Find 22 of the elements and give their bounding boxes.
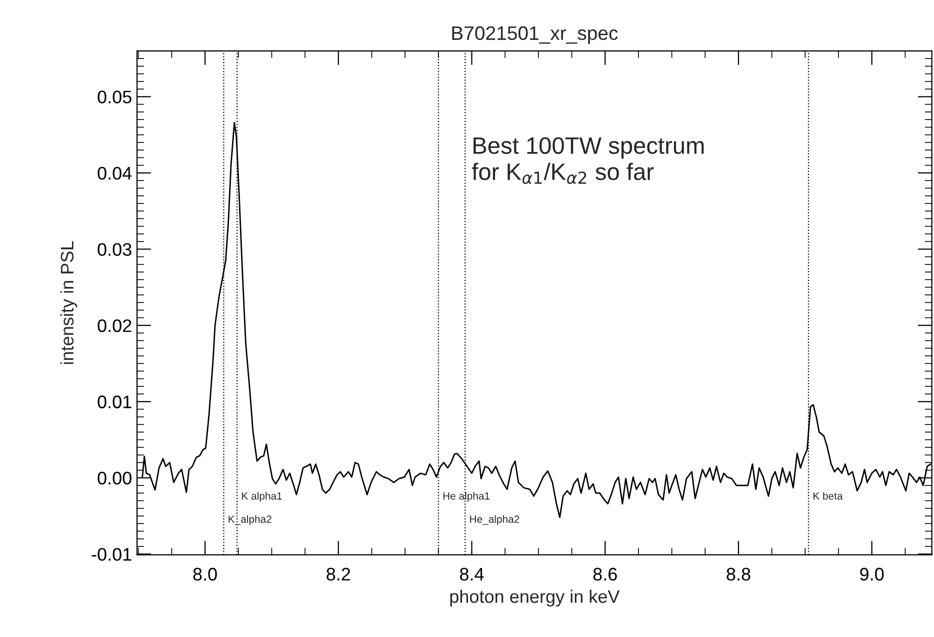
annotation: Best 100TW spectrum for K$_{α1}$/K$_{α2}$ so far xyxy=(472,137,704,184)
x-axis-title: photon energy in keV xyxy=(450,590,620,607)
y-tick-label: 0.00 xyxy=(98,472,132,485)
x-tick-label: 8.8 xyxy=(726,568,750,581)
x-tick-label: 9.0 xyxy=(860,568,884,581)
x-tick-label: 8.6 xyxy=(593,568,617,581)
ref-line-label: He alpha1 xyxy=(443,492,490,502)
ref-line-label: K_alpha2 xyxy=(228,515,272,525)
y-tick-label: 0.01 xyxy=(98,396,132,408)
x-tick-label: 8.0 xyxy=(193,568,217,581)
y-tick-label: 0.04 xyxy=(98,166,132,180)
y-tick-label: 0.02 xyxy=(98,319,132,332)
ref-line-label: K beta xyxy=(814,492,843,500)
x-tick-label: 8.2 xyxy=(326,568,350,581)
chart-title: B7021501_xr_spec xyxy=(452,26,618,44)
x-tick-label: 8.4 xyxy=(460,568,484,581)
ref-line-label: He_alpha2 xyxy=(470,515,520,525)
y-tick-label: -0.01 xyxy=(92,548,132,561)
y-tick-label: 0.05 xyxy=(98,90,132,104)
y-axis-title: intensity in PSL xyxy=(60,241,78,364)
y-tick-label: 0.03 xyxy=(98,243,132,256)
ref-line-label: K alpha1 xyxy=(242,492,282,502)
